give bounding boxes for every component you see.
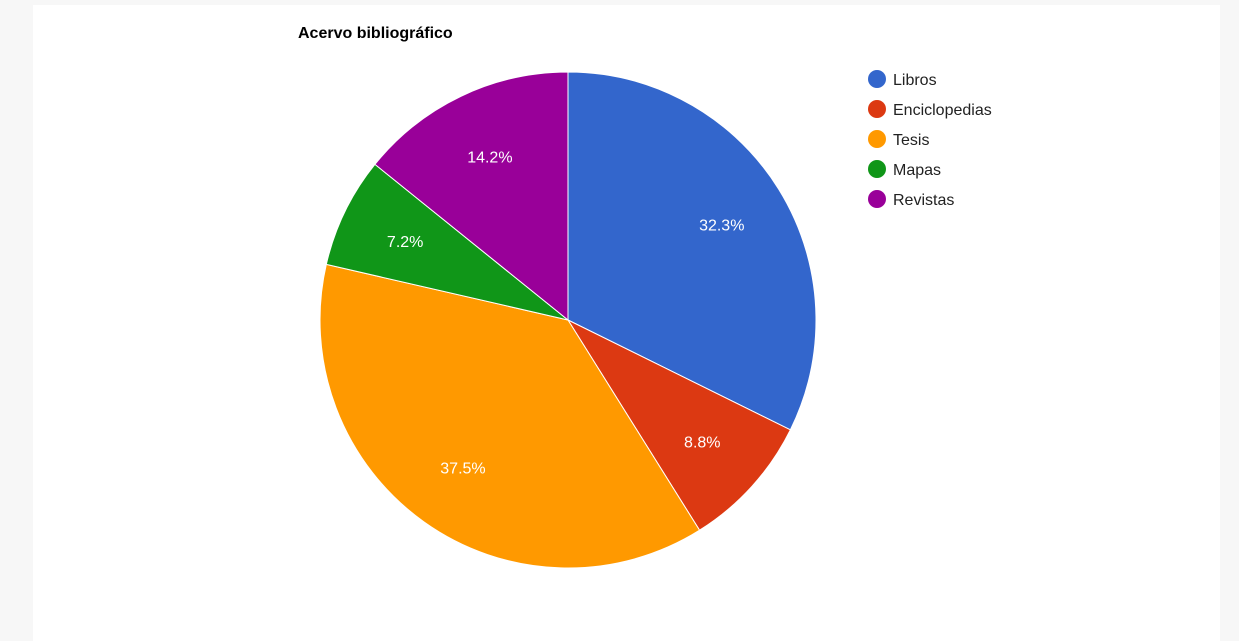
- pie-slices: [319, 71, 817, 569]
- legend-label-mapas: Mapas: [893, 162, 941, 179]
- legend-item-revistas[interactable]: Revistas: [868, 190, 954, 209]
- slice-label-revistas: 14.2%: [467, 150, 512, 167]
- legend-label-tesis: Tesis: [893, 132, 929, 149]
- legend-item-mapas[interactable]: Mapas: [868, 160, 941, 179]
- pie-slice-mapas[interactable]: [325, 163, 569, 321]
- legend-swatch-mapas: [868, 160, 886, 178]
- legend-label-libros: Libros: [893, 72, 937, 89]
- slice-label-enciclopedias: 8.8%: [684, 434, 720, 451]
- legend-swatch-enciclopedias: [868, 100, 886, 118]
- legend-item-enciclopedias[interactable]: Enciclopedias: [868, 100, 992, 119]
- legend: Libros Enciclopedias Tesis Mapas Revistas: [868, 70, 992, 209]
- legend-swatch-libros: [868, 70, 886, 88]
- chart-title: Acervo bibliográfico: [298, 25, 453, 42]
- pie-slice-tesis[interactable]: [319, 263, 701, 569]
- legend-item-tesis[interactable]: Tesis: [868, 130, 929, 149]
- slice-label-mapas: 7.2%: [387, 234, 423, 251]
- pie-slice-enciclopedias[interactable]: [566, 318, 792, 531]
- legend-swatch-tesis: [868, 130, 886, 148]
- legend-label-enciclopedias: Enciclopedias: [893, 102, 992, 119]
- pie-slice-revistas[interactable]: [374, 71, 569, 322]
- legend-item-libros[interactable]: Libros: [868, 70, 937, 89]
- pie-slice-labels: 32.3% 8.8% 37.5% 7.2% 14.2%: [387, 150, 745, 478]
- slice-label-libros: 32.3%: [699, 217, 744, 234]
- pie-slice-libros[interactable]: [567, 71, 817, 431]
- legend-label-revistas: Revistas: [893, 192, 954, 209]
- slice-label-tesis: 37.5%: [440, 460, 485, 477]
- legend-swatch-revistas: [868, 190, 886, 208]
